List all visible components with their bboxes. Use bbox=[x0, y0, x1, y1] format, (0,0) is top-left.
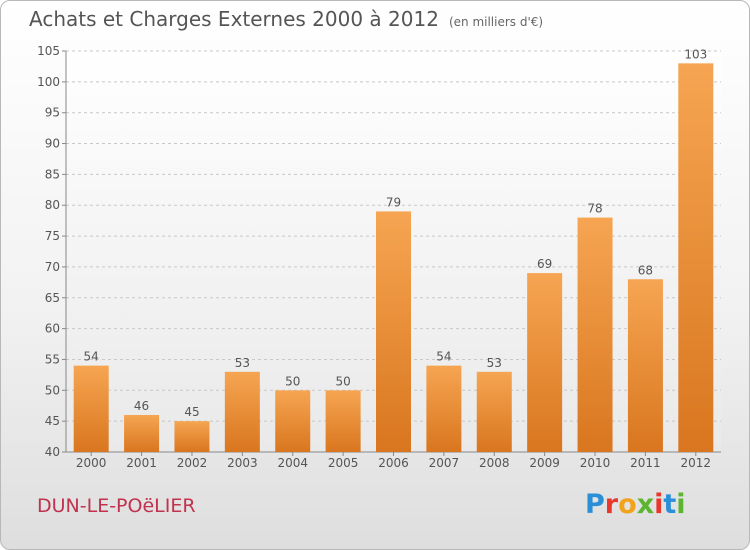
data-label: 46 bbox=[134, 399, 149, 413]
x-tick-label: 2005 bbox=[328, 456, 359, 470]
x-tick-label: 2008 bbox=[479, 456, 510, 470]
data-label: 45 bbox=[184, 405, 199, 419]
data-label: 50 bbox=[285, 374, 300, 388]
chart-title: Achats et Charges Externes 2000 à 2012 (e… bbox=[29, 7, 543, 31]
bar-2002 bbox=[174, 421, 210, 452]
bar-2003 bbox=[224, 371, 260, 452]
y-tick-label: 50 bbox=[45, 383, 60, 397]
bar-2012 bbox=[678, 63, 714, 452]
x-tick-label: 2012 bbox=[681, 456, 712, 470]
logo-letter: t bbox=[663, 489, 677, 520]
y-tick-label: 85 bbox=[45, 167, 60, 181]
logo-letter: P bbox=[585, 489, 605, 520]
data-label: 53 bbox=[487, 356, 502, 370]
bar-2009 bbox=[527, 273, 563, 452]
bar-2005 bbox=[325, 390, 361, 452]
x-tick-label: 2009 bbox=[529, 456, 560, 470]
y-tick-label: 55 bbox=[45, 352, 60, 366]
data-label: 53 bbox=[235, 356, 250, 370]
data-label: 78 bbox=[587, 202, 602, 216]
x-tick-label: 2004 bbox=[277, 456, 308, 470]
x-tick-label: 2000 bbox=[76, 456, 107, 470]
x-tick-label: 2011 bbox=[630, 456, 661, 470]
logo-letter: i bbox=[676, 489, 686, 520]
x-tick-label: 2007 bbox=[429, 456, 460, 470]
data-label: 54 bbox=[84, 350, 99, 364]
bar-2004 bbox=[275, 390, 311, 452]
bar-2007 bbox=[426, 365, 462, 452]
y-tick-label: 90 bbox=[45, 137, 60, 151]
y-tick-label: 40 bbox=[45, 445, 60, 459]
proxiti-logo: Proxiti bbox=[585, 489, 686, 520]
logo-letter: o bbox=[618, 489, 637, 520]
bar-2010 bbox=[577, 217, 613, 452]
logo-letter: x bbox=[636, 489, 655, 520]
x-tick-label: 2002 bbox=[177, 456, 208, 470]
x-tick-label: 2010 bbox=[580, 456, 611, 470]
x-tick-label: 2006 bbox=[378, 456, 409, 470]
y-tick-label: 95 bbox=[45, 106, 60, 120]
chart-title-text: Achats et Charges Externes 2000 à 2012 bbox=[29, 7, 439, 31]
bar-2000 bbox=[73, 365, 109, 452]
x-tick-label: 2001 bbox=[126, 456, 157, 470]
bar-2008 bbox=[476, 371, 512, 452]
data-label: 54 bbox=[436, 350, 451, 364]
chart-unit: (en milliers d'€) bbox=[448, 15, 544, 29]
data-label: 69 bbox=[537, 257, 552, 271]
y-tick-label: 45 bbox=[45, 414, 60, 428]
logo-letter: i bbox=[654, 489, 664, 520]
data-label: 103 bbox=[684, 47, 707, 61]
bar-2006 bbox=[376, 211, 411, 452]
x-tick-label: 2003 bbox=[227, 456, 258, 470]
bar-2011 bbox=[627, 279, 663, 452]
y-tick-label: 60 bbox=[45, 322, 60, 336]
commune-name: DUN-LE-POëLIER bbox=[37, 495, 196, 517]
y-tick-label: 65 bbox=[45, 291, 60, 305]
data-label: 79 bbox=[386, 195, 401, 209]
y-tick-label: 75 bbox=[45, 229, 60, 243]
y-tick-label: 100 bbox=[37, 75, 60, 89]
logo-letter: r bbox=[604, 489, 619, 520]
y-tick-label: 70 bbox=[45, 260, 60, 274]
y-tick-label: 80 bbox=[45, 198, 60, 212]
bar-2001 bbox=[124, 414, 160, 452]
data-label: 50 bbox=[335, 374, 350, 388]
y-tick-label: 105 bbox=[37, 44, 60, 58]
data-label: 68 bbox=[638, 263, 653, 277]
